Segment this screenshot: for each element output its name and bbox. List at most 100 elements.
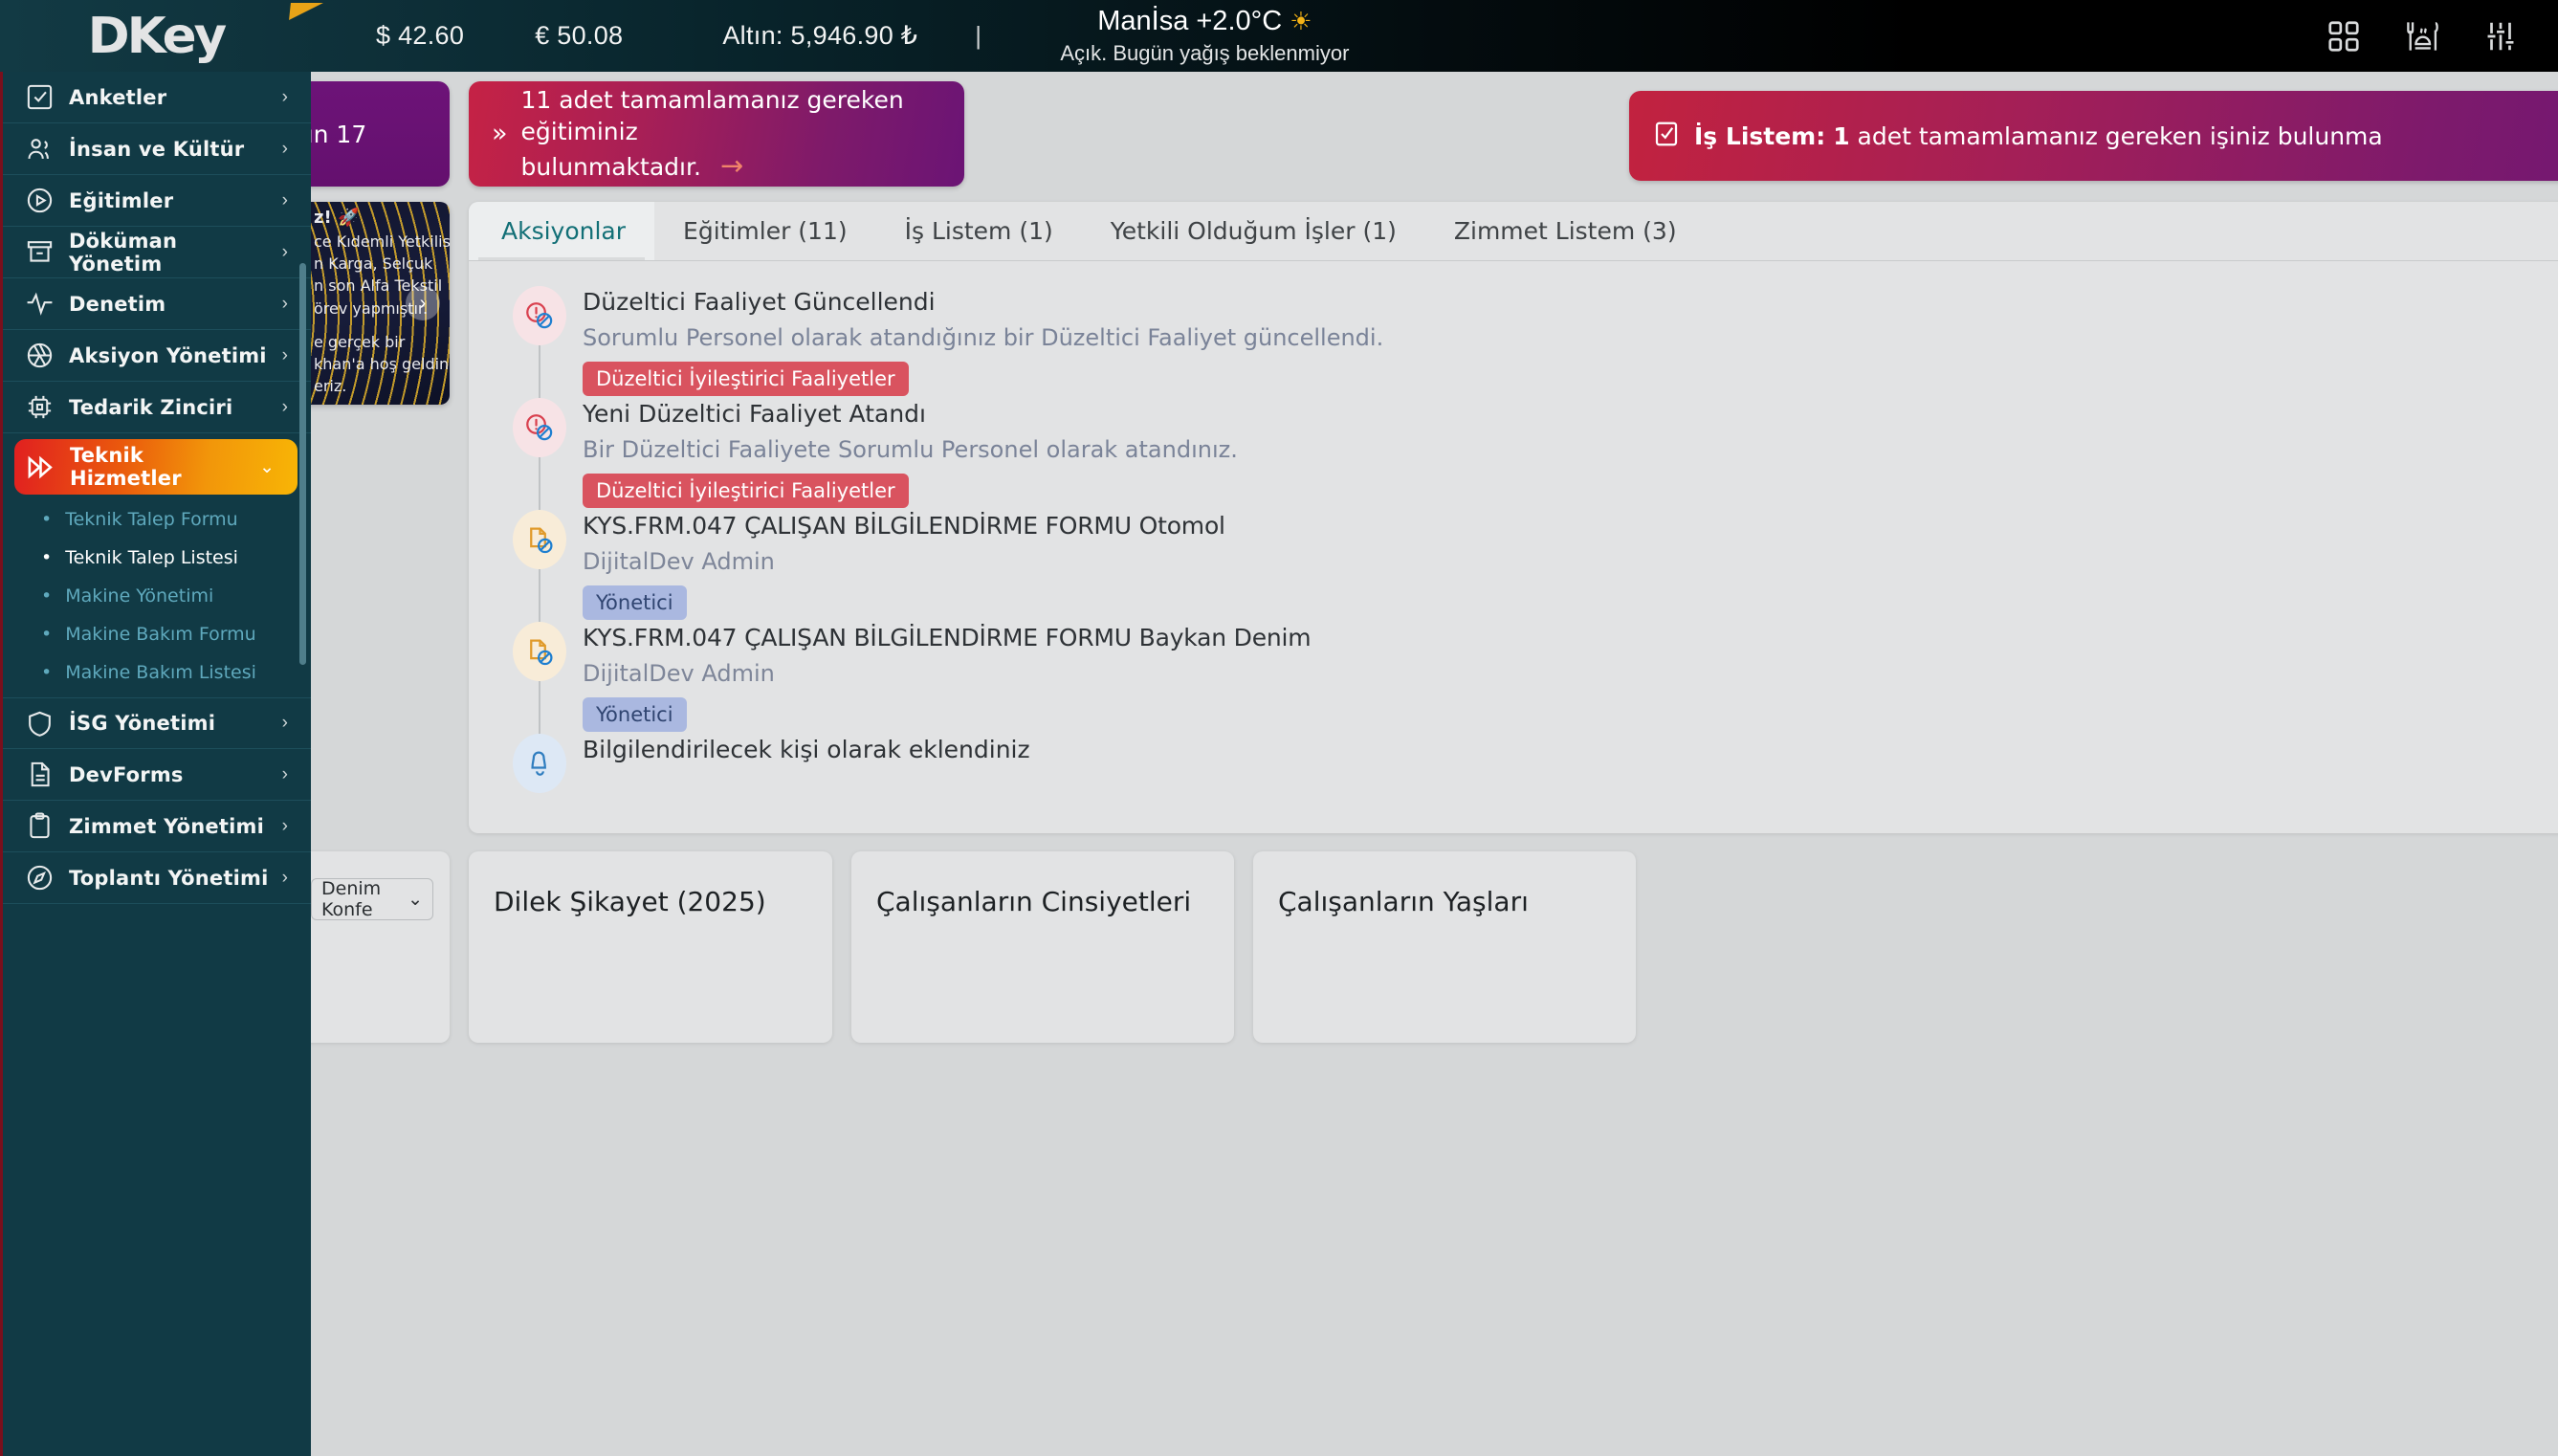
- sidebar-subitem-teknik-talep-listesi[interactable]: • Teknik Talep Listesi: [3, 539, 311, 577]
- status-badge: Yönetici: [583, 697, 687, 732]
- activity-panel: Aksiyonlar Eğitimler (11) İş Listem (1) …: [469, 202, 2558, 833]
- aperture-icon: [25, 341, 69, 370]
- sidebar-item-devforms[interactable]: DevForms ›: [3, 749, 311, 801]
- header-icon-group: [2325, 0, 2520, 72]
- action-title: Düzeltici Faaliyet Güncellendi: [583, 288, 936, 316]
- sidebar-item-label: Zimmet Yönetimi: [69, 814, 264, 838]
- logo[interactable]: DKey: [0, 0, 323, 72]
- chevron-right-icon: ›: [281, 241, 288, 262]
- list-item[interactable]: Bilgilendirilecek kişi olarak eklendiniz…: [469, 734, 2558, 793]
- card-title: Dilek Şikayet (2025): [494, 886, 766, 917]
- sidebar-item-label: Denetim: [69, 292, 166, 316]
- action-icon-wrap: [501, 398, 578, 523]
- sidebar-item-label: Aksiyon Yönetimi: [69, 343, 267, 367]
- tab-label: Eğitimler (11): [683, 217, 848, 245]
- action-icon-wrap: [501, 734, 578, 793]
- sidebar-item-label: Anketler: [69, 85, 167, 109]
- weather-location-temp: Manİsa +2.0°C: [1097, 6, 1283, 37]
- action-description: Sorumlu Personel olarak atandığınız bir …: [583, 324, 1384, 351]
- eur-rate: € 50.08: [535, 21, 624, 50]
- settings-sliders-icon[interactable]: [2481, 17, 2520, 55]
- worklist-banner[interactable]: İş Listem: 1 adet tamamlamanız gereken i…: [1629, 91, 2558, 181]
- list-item[interactable]: Düzeltici Faaliyet Güncellendi Sorumlu P…: [469, 286, 2558, 411]
- dilek-sikayet-card[interactable]: Dilek Şikayet (2025): [469, 851, 832, 1043]
- company-filter-card: Denim Konfe ⌄: [311, 851, 450, 1043]
- panel-tabs: Aksiyonlar Eğitimler (11) İş Listem (1) …: [469, 202, 2558, 261]
- sidebar-item-label: Döküman Yönetim: [69, 229, 178, 276]
- document-block-icon: [513, 510, 566, 569]
- tab-yetkili-oldugum-isler[interactable]: Yetkili Olduğum İşler (1): [1082, 202, 1425, 260]
- timeline-connector: [539, 569, 540, 635]
- status-badge: Yönetici: [583, 585, 687, 620]
- meal-menu-icon[interactable]: [2403, 17, 2441, 55]
- list-item[interactable]: KYS.FRM.047 ÇALIŞAN BİLGİLENDİRME FORMU …: [469, 622, 2558, 747]
- chevron-right-icon: ›: [281, 293, 288, 314]
- weather-main: Manİsa +2.0°C ☀: [1060, 6, 1349, 36]
- carousel-next-button[interactable]: ›: [406, 286, 440, 320]
- sidebar-item-egitimler[interactable]: Eğitimler ›: [3, 175, 311, 227]
- sidebar-scroll-area[interactable]: Anketler › İnsan ve Kültür › Eğitimler ›: [3, 72, 311, 1456]
- arrow-right-icon: →: [719, 148, 744, 182]
- sidebar-item-label: Eğitimler: [69, 188, 174, 212]
- announcement-carousel[interactable]: z! 🚀 ce Kıdemli Yetkilisi n Karga, Selçu…: [311, 202, 450, 405]
- sidebar-subitem-makine-bakim-listesi[interactable]: • Makine Bakım Listesi: [3, 653, 311, 692]
- action-title: KYS.FRM.047 ÇALIŞAN BİLGİLENDİRME FORMU …: [583, 624, 1312, 651]
- shield-icon: [25, 709, 69, 739]
- action-icon-wrap: [501, 510, 578, 635]
- currency-ticker: $ 42.60 € 50.08 Altın: 5,946.90 ₺ |: [311, 21, 981, 51]
- sidebar-item-isg-yonetimi[interactable]: İSG Yönetimi ›: [3, 697, 311, 749]
- sidebar-item-dokuman-yonetim[interactable]: Döküman Yönetim ›: [3, 227, 311, 278]
- tab-label: İş Listem (1): [904, 217, 1053, 245]
- tab-is-listem[interactable]: İş Listem (1): [876, 202, 1082, 260]
- calisanlarin-yaslari-card[interactable]: Çalışanların Yaşları: [1253, 851, 1636, 1043]
- logo-swoosh-icon: [289, 3, 323, 20]
- sidebar-item-aksiyon-yonetimi[interactable]: Aksiyon Yönetimi ›: [3, 330, 311, 382]
- carousel-text: z! 🚀 ce Kıdemli Yetkilisi n Karga, Selçu…: [314, 206, 450, 397]
- card-title: Çalışanların Yaşları: [1278, 886, 1529, 917]
- sidebar-item-zimmet-yonetimi[interactable]: Zimmet Yönetimi ›: [3, 801, 311, 852]
- sidebar-scrollbar[interactable]: [299, 263, 306, 665]
- sidebar-item-label: Teknik Hizmetler: [70, 444, 182, 490]
- archive-icon: [25, 237, 69, 267]
- bullet-icon: •: [41, 546, 53, 568]
- sidebar-item-anketler[interactable]: Anketler ›: [3, 72, 311, 123]
- training-banner[interactable]: » 11 adet tamamlamanız gereken eğitimini…: [469, 81, 964, 187]
- action-body: Düzeltici Faaliyet Güncellendi Sorumlu P…: [578, 286, 2558, 398]
- sidebar-item-insan-ve-kultur[interactable]: İnsan ve Kültür ›: [3, 123, 311, 175]
- action-icon-wrap: [501, 286, 578, 411]
- apps-grid-icon[interactable]: [2325, 17, 2363, 55]
- chevron-right-icon: ›: [281, 396, 288, 417]
- chevron-right-icon: ›: [281, 713, 288, 733]
- sidebar-item-label: Toplantı Yönetimi: [69, 866, 269, 890]
- calisanlarin-cinsiyetleri-card[interactable]: Çalışanların Cinsiyetleri: [851, 851, 1234, 1043]
- welcome-banner-text: dmin. Bugün 17: [311, 120, 367, 148]
- sidebar-item-denetim[interactable]: Denetim ›: [3, 278, 311, 330]
- action-body: Yeni Düzeltici Faaliyet Atandı Bir Düzel…: [578, 398, 2558, 510]
- worklist-text: adet tamamlamanız gereken işiniz bulunma: [1857, 121, 2383, 150]
- list-item[interactable]: Yeni Düzeltici Faaliyet Atandı Bir Düzel…: [469, 398, 2558, 523]
- welcome-banner[interactable]: dmin. Bugün 17: [311, 81, 450, 187]
- sidebar-item-tedarik-zinciri[interactable]: Tedarik Zinciri ›: [3, 382, 311, 433]
- document-block-icon: [513, 622, 566, 681]
- sidebar-item-label: İSG Yönetimi: [69, 712, 216, 735]
- action-title: KYS.FRM.047 ÇALIŞAN BİLGİLENDİRME FORMU …: [583, 512, 1225, 540]
- sidebar-subitem-makine-bakim-formu[interactable]: • Makine Bakım Formu: [3, 615, 311, 653]
- tab-aksiyonlar[interactable]: Aksiyonlar: [469, 202, 655, 260]
- worklist-count: 1: [1833, 121, 1850, 150]
- sidebar-subitem-teknik-talep-formu[interactable]: • Teknik Talep Formu: [3, 500, 311, 539]
- sidebar-subitem-makine-yonetimi[interactable]: • Makine Yönetimi: [3, 577, 311, 615]
- list-item[interactable]: KYS.FRM.047 ÇALIŞAN BİLGİLENDİRME FORMU …: [469, 510, 2558, 635]
- tab-zimmet-listem[interactable]: Zimmet Listem (3): [1425, 202, 1706, 260]
- chevron-right-icon: ›: [281, 138, 288, 159]
- sidebar-item-teknik-hizmetler[interactable]: Teknik Hizmetler ⌄: [14, 439, 298, 495]
- weather-widget: Manİsa +2.0°C ☀ Açık. Bugün yağış beklen…: [1060, 6, 1349, 65]
- company-select[interactable]: Denim Konfe ⌄: [311, 878, 433, 920]
- timeline-connector: [539, 345, 540, 411]
- logo-text: DKey: [87, 7, 227, 65]
- sidebar-item-toplanti-yonetimi[interactable]: Toplantı Yönetimi ›: [3, 852, 311, 904]
- tab-egitimler[interactable]: Eğitimler (11): [654, 202, 876, 260]
- training-banner-line1: 11 adet tamamlamanız gereken eğitiminiz: [520, 85, 904, 145]
- timeline-connector: [539, 457, 540, 523]
- bottom-card-row: Denim Konfe ⌄ Dilek Şikayet (2025) Çalış…: [311, 851, 2558, 1043]
